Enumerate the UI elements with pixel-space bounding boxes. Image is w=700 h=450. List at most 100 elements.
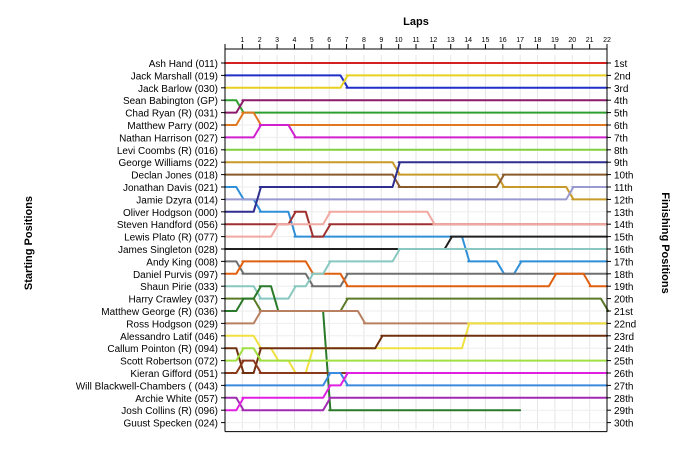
finishing-position-label: 9th: [614, 158, 628, 169]
axes: [221, 44, 611, 433]
driver-position-line: [224, 111, 608, 126]
finishing-position-label: 19th: [614, 282, 633, 293]
finishing-position-label: 30th: [614, 419, 633, 430]
starting-position-label: Callum Pointon (R) (094): [107, 344, 218, 355]
driver-position-line: [224, 99, 608, 114]
starting-position-label: Declan Jones (018): [131, 171, 218, 182]
driver-position-line: [224, 347, 608, 362]
y-axis-title-left: Starting Positions: [23, 196, 35, 290]
finishing-position-label: 13th: [614, 208, 633, 219]
x-tick-label: 5: [310, 37, 314, 44]
driver-position-line: [224, 74, 608, 89]
driver-position-line: [224, 372, 608, 387]
finishing-position-label: 10th: [614, 171, 633, 182]
starting-position-label: Guust Specken (024): [124, 419, 219, 430]
starting-position-label: Steven Handford (056): [117, 220, 218, 231]
starting-position-label: Daniel Purvis (097): [133, 270, 218, 281]
x-tick-label: 19: [551, 37, 559, 44]
x-tick-label: 20: [568, 37, 576, 44]
driver-position-line: [224, 396, 608, 412]
x-tick-label: 12: [429, 37, 437, 44]
starting-position-label: Chad Ryan (R) (031): [125, 109, 218, 120]
x-tick-label: 8: [362, 37, 366, 44]
starting-position-label: Oliver Hodgson (000): [123, 208, 218, 219]
finishing-position-label: 20th: [614, 295, 633, 306]
x-tick-label: 16: [499, 37, 507, 44]
finishing-position-label: 8th: [614, 146, 628, 157]
finishing-position-label: 27th: [614, 381, 633, 392]
starting-position-label: Ash Hand (011): [149, 59, 218, 70]
finishing-position-label: 6th: [614, 121, 628, 132]
finishing-position-label: 5th: [614, 109, 628, 120]
x-tick-label: 4: [293, 37, 297, 44]
starting-position-label: Jonathan Davis (021): [123, 183, 218, 194]
finishing-position-label: 28th: [614, 394, 633, 405]
finishing-position-label: 12th: [614, 195, 633, 206]
finishing-position-label: 23rd: [614, 332, 634, 343]
starting-position-label: Scott Robertson (072): [120, 357, 218, 368]
finishing-position-label: 11th: [614, 183, 633, 194]
driver-position-line: [224, 260, 608, 288]
driver-position-line: [224, 161, 608, 201]
starting-position-label: Jamie Dzyra (014): [136, 195, 218, 206]
x-tick-label: 21: [586, 37, 594, 44]
finishing-position-label: 16th: [614, 245, 633, 256]
starting-position-label: Ross Hodgson (029): [126, 319, 218, 330]
starting-position-label: Jack Barlow (030): [138, 84, 218, 95]
x-tick-label: 14: [464, 37, 472, 44]
driver-position-line: [224, 248, 608, 300]
finishing-position-label: 4th: [614, 96, 628, 107]
driver-position-line: [224, 74, 608, 89]
x-tick-label: 22: [603, 37, 611, 44]
y-axis-title-right: Finishing Positions: [659, 192, 671, 293]
starting-position-label: Alessandro Latif (046): [120, 332, 218, 343]
starting-position-label: Shaun Pirie (033): [140, 282, 218, 293]
starting-position-label: James Singleton (028): [118, 245, 218, 256]
finishing-position-label: 24th: [614, 344, 633, 355]
finishing-position-label: 18th: [614, 270, 633, 281]
finishing-position-label: 3rd: [614, 84, 628, 95]
series-lines: [224, 62, 610, 412]
x-tick-label: 13: [447, 37, 455, 44]
starting-position-label: Jack Marshall (019): [131, 71, 218, 82]
finishing-position-label: 14th: [614, 220, 633, 231]
driver-position-line: [224, 260, 608, 288]
starting-position-label: Nathan Harrison (027): [119, 133, 218, 144]
starting-position-label: Will Blackwell-Chambers ( (043): [76, 381, 218, 392]
finishing-position-label: 2nd: [614, 71, 631, 82]
starting-position-label: Harry Crawley (037): [129, 295, 218, 306]
finishing-position-label: 22nd: [614, 319, 636, 330]
starting-position-label: Sean Babington (GP): [123, 96, 218, 107]
starting-position-label: George Williams (022): [119, 158, 218, 169]
x-tick-label: 9: [379, 37, 383, 44]
finishing-position-label: 15th: [614, 233, 633, 244]
x-tick-label: 10: [395, 37, 403, 44]
finishing-position-label: 7th: [614, 133, 628, 144]
driver-position-line: [224, 186, 608, 275]
driver-position-line: [224, 161, 608, 213]
finishing-position-label: 25th: [614, 357, 633, 368]
starting-position-label: Josh Collins (R) (096): [121, 406, 218, 417]
finishing-position-label: 29th: [614, 406, 633, 417]
driver-position-line: [224, 186, 608, 201]
driver-position-line: [224, 99, 608, 114]
x-tick-label: 1: [240, 37, 244, 44]
finishing-position-label: 17th: [614, 257, 633, 268]
driver-position-line: [224, 210, 608, 238]
finishing-position-label: 1st: [614, 59, 628, 70]
starting-position-label: Andy King (008): [146, 257, 218, 268]
x-tick-label: 6: [327, 37, 331, 44]
starting-position-label: Matthew Parry (002): [127, 121, 218, 132]
driver-position-line: [224, 372, 608, 412]
x-tick-label: 17: [516, 37, 524, 44]
x-axis-title: Laps: [403, 16, 429, 28]
x-tick-label: 2: [258, 37, 262, 44]
x-tick-label: 7: [345, 37, 349, 44]
starting-position-label: Matthew George (R) (036): [101, 307, 218, 318]
x-tick-label: 11: [412, 37, 419, 44]
starting-position-label: Levi Coombs (R) (016): [117, 146, 218, 157]
finishing-position-label: 26th: [614, 369, 633, 380]
driver-position-line: [224, 124, 608, 139]
